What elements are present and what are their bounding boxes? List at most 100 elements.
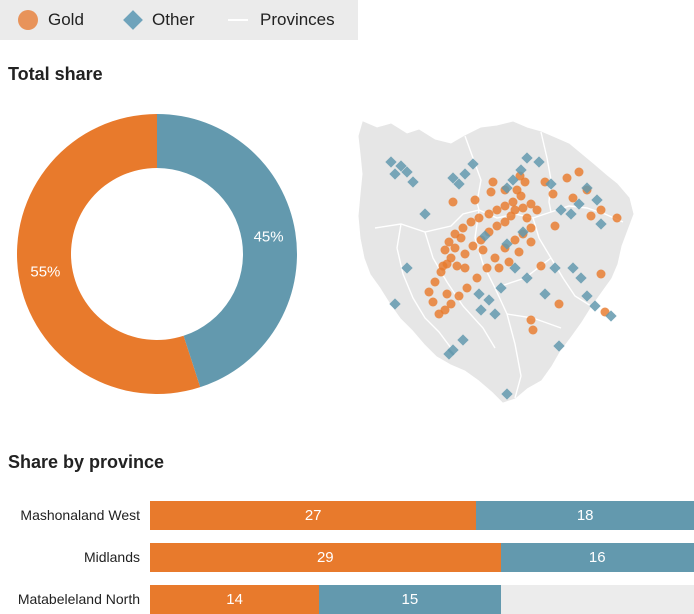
other-mine-marker: [589, 300, 601, 312]
other-mine-marker: [553, 340, 565, 352]
gold-mine-marker: [526, 237, 536, 247]
gold-circle-icon: [18, 10, 38, 30]
bar-track: 14 15: [150, 585, 694, 614]
gold-mine-marker: [444, 237, 454, 247]
gold-mine-marker: [528, 325, 538, 335]
donut-slice-other: [157, 114, 297, 388]
gold-mine-marker: [508, 197, 518, 207]
gold-mine-marker: [486, 187, 496, 197]
gold-mine-marker: [574, 167, 584, 177]
bar-category-label: Matabeleland North: [17, 591, 140, 607]
gold-mine-marker: [518, 203, 528, 213]
province-map: [358, 121, 634, 403]
gold-mine-marker: [526, 199, 536, 209]
gold-mine-marker: [446, 299, 456, 309]
gold-mine-marker: [596, 269, 606, 279]
gold-mine-marker: [536, 261, 546, 271]
gold-mine-marker: [510, 205, 520, 215]
gold-mine-marker: [482, 263, 492, 273]
province-line-icon: [228, 19, 248, 21]
gold-mine-marker: [520, 177, 530, 187]
gold-mine-marker: [458, 223, 468, 233]
gold-mine-marker: [550, 221, 560, 231]
gold-mine-marker: [492, 221, 502, 231]
bar-category-label: Midlands: [83, 549, 140, 565]
total-share-donut-chart: 55% 45%: [16, 114, 297, 395]
legend-item-other: Other: [122, 0, 195, 40]
other-mine-marker: [605, 310, 617, 322]
gold-mine-marker: [510, 235, 520, 245]
legend-item-gold: Gold: [18, 0, 84, 40]
gold-mine-marker: [470, 195, 480, 205]
gold-mine-marker: [428, 297, 438, 307]
gold-mine-marker: [494, 263, 504, 273]
gold-mine-marker: [454, 291, 464, 301]
gold-mine-marker: [548, 189, 558, 199]
legend-label-other: Other: [152, 10, 195, 29]
gold-mine-marker: [450, 243, 460, 253]
gold-mine-marker: [462, 283, 472, 293]
legend: Gold Other Provinces: [0, 0, 358, 40]
bar-track: 27 18: [150, 501, 694, 530]
gold-mine-marker: [434, 309, 444, 319]
other-mine-marker: [509, 262, 521, 274]
other-mine-marker: [501, 388, 513, 400]
gold-mine-marker: [484, 209, 494, 219]
other-mine-marker: [539, 288, 551, 300]
gold-mine-marker: [448, 197, 458, 207]
legend-label-gold: Gold: [48, 10, 84, 29]
gold-mine-marker: [478, 245, 488, 255]
gold-mine-marker: [504, 257, 514, 267]
gold-mine-marker: [424, 287, 434, 297]
gold-mine-marker: [460, 263, 470, 273]
gold-mine-marker: [440, 245, 450, 255]
bar-category-label: Mashonaland West: [20, 507, 140, 523]
gold-mine-marker: [488, 177, 498, 187]
gold-mine-marker: [522, 213, 532, 223]
gold-mine-marker: [532, 205, 542, 215]
gold-mine-marker: [460, 249, 470, 259]
gold-mine-marker: [612, 213, 622, 223]
gold-mine-marker: [554, 299, 564, 309]
bar-segment-gold: 29: [150, 543, 501, 572]
legend-item-provinces: Provinces: [228, 0, 335, 40]
gold-mine-marker: [492, 205, 502, 215]
gold-mine-marker: [526, 315, 536, 325]
donut-slice-gold: [16, 114, 201, 395]
donut-label-other: 45%: [254, 228, 284, 245]
bar-segment-gold: 14: [150, 585, 320, 614]
gold-mine-marker: [500, 201, 510, 211]
gold-mine-marker: [474, 213, 484, 223]
gold-mine-marker: [586, 211, 596, 221]
bar-segment-gold: 27: [150, 501, 477, 530]
donut-label-gold: 55%: [30, 264, 60, 281]
other-mine-marker: [495, 282, 507, 294]
gold-mine-marker: [468, 241, 478, 251]
gold-mine-marker: [472, 273, 482, 283]
other-mine-marker: [567, 262, 579, 274]
gold-mine-marker: [442, 289, 452, 299]
other-diamond-icon: [123, 10, 143, 30]
other-mine-marker: [489, 308, 501, 320]
gold-mine-marker: [526, 223, 536, 233]
other-mine-marker: [483, 294, 495, 306]
other-mine-marker: [549, 262, 561, 274]
gold-mine-marker: [568, 193, 578, 203]
gold-mine-marker: [516, 191, 526, 201]
gold-mine-marker: [438, 261, 448, 271]
bar-segment-other: 16: [500, 543, 694, 572]
share-by-province-title: Share by province: [8, 452, 165, 472]
gold-mine-marker: [562, 173, 572, 183]
other-mine-marker: [521, 272, 533, 284]
other-mine-marker: [581, 290, 593, 302]
gold-mine-marker: [514, 247, 524, 257]
gold-mine-marker: [490, 253, 500, 263]
gold-mine-marker: [500, 217, 510, 227]
gold-mine-marker: [596, 205, 606, 215]
bar-segment-other: 15: [319, 585, 501, 614]
other-mine-marker: [575, 272, 587, 284]
gold-mine-marker: [430, 277, 440, 287]
gold-mine-marker: [466, 217, 476, 227]
total-share-title: Total share: [8, 64, 103, 84]
gold-mine-marker: [456, 233, 466, 243]
